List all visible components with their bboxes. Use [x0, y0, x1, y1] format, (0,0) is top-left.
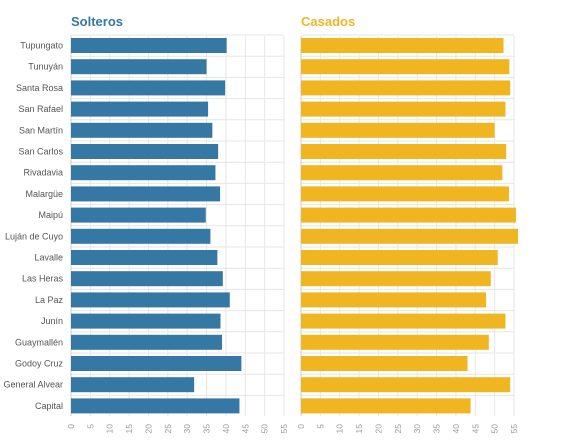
category-label-guaymallen: Guaymallén — [15, 337, 63, 347]
bar-solteros-capital — [71, 398, 240, 414]
x-tick-label: 30 — [412, 424, 422, 434]
bar-solteros-lujan-de-cuyo — [71, 228, 211, 244]
bar-solteros-tunuyan — [71, 59, 207, 75]
bar-solteros-san-rafael — [71, 101, 209, 117]
bar-casados-tunuyan — [301, 59, 510, 75]
x-tick-label: 50 — [490, 424, 500, 434]
x-tick-label: 35 — [432, 424, 442, 434]
bar-solteros-guaymallen — [71, 334, 223, 350]
bar-casados-malargue — [301, 186, 509, 202]
bar-solteros-las-heras — [71, 271, 223, 287]
category-label-godoy-cruz: Godoy Cruz — [15, 359, 64, 369]
category-label-la-paz: La Paz — [35, 295, 64, 305]
bar-casados-santa-rosa — [301, 80, 511, 96]
x-tick-label: 10 — [105, 424, 115, 434]
bar-solteros-malargue — [71, 186, 221, 202]
category-label-san-rafael: San Rafael — [18, 104, 63, 114]
x-tick-label: 45 — [470, 424, 480, 434]
category-label-lavalle: Lavalle — [34, 253, 63, 263]
bar-solteros-godoy-cruz — [71, 356, 242, 371]
x-tick-label: 15 — [124, 424, 134, 434]
bar-solteros-rivadavia — [71, 165, 216, 181]
x-tick-label: 35 — [202, 424, 212, 434]
category-label-san-martin: San Martín — [19, 125, 63, 135]
panel-solteros: Solteros 0 5 10 15 20 25 30 35 40 45 50 55 — [66, 14, 289, 433]
category-label-tupungato: Tupungato — [20, 41, 63, 51]
bar-casados-las-heras — [301, 271, 491, 287]
bar-casados-tupungato — [301, 38, 504, 53]
category-label-tunuyan: Tunuyán — [28, 62, 63, 72]
x-tick-label: 50 — [260, 424, 270, 434]
x-tick-label: 25 — [163, 424, 173, 434]
category-label-general-alvear: General Alvear — [3, 380, 63, 390]
category-label-malargue: Malargüe — [25, 189, 63, 199]
bar-solteros-san-martin — [71, 122, 213, 138]
x-tick-label: 40 — [451, 424, 461, 434]
bar-casados-maipu — [301, 207, 516, 223]
bar-casados-general-alvear — [301, 377, 511, 393]
x-tick-label: 10 — [335, 424, 345, 434]
category-label-rivadavia: Rivadavia — [23, 168, 63, 178]
bar-casados-san-carlos — [301, 144, 507, 159]
bar-casados-lavalle — [301, 250, 498, 265]
x-tick-label: 15 — [354, 424, 364, 434]
bar-solteros-junin — [71, 313, 221, 329]
bar-casados-lujan-de-cuyo — [301, 228, 518, 244]
panel-title-casados: Casados — [301, 14, 355, 29]
bar-casados-san-martin — [301, 122, 495, 138]
category-label-san-carlos: San Carlos — [18, 147, 63, 157]
category-label-lujan-de-cuyo: Luján de Cuyo — [5, 231, 63, 241]
bar-solteros-la-paz — [71, 292, 230, 308]
x-tick-label: 5 — [315, 424, 325, 429]
x-tick-label: 20 — [143, 424, 153, 434]
bar-casados-capital — [301, 398, 471, 414]
x-tick-label: 0 — [66, 424, 76, 429]
bar-solteros-lavalle — [71, 250, 218, 265]
bar-casados-la-paz — [301, 292, 487, 308]
bar-solteros-san-carlos — [71, 144, 219, 159]
category-label-capital: Capital — [35, 401, 63, 411]
x-tick-label: 0 — [296, 424, 306, 429]
category-label-santa-rosa: Santa Rosa — [16, 83, 63, 93]
x-tick-label: 30 — [182, 424, 192, 434]
bar-solteros-maipu — [71, 207, 206, 223]
x-tick-label: 55 — [509, 424, 519, 434]
bar-solteros-santa-rosa — [71, 80, 226, 96]
bar-solteros-tupungato — [71, 38, 227, 53]
panel-casados: Casados 0 5 10 15 20 25 30 35 40 45 50 55 — [296, 14, 519, 433]
x-tick-label: 45 — [240, 424, 250, 434]
bar-solteros-general-alvear — [71, 377, 195, 393]
bar-casados-guaymallen — [301, 334, 489, 350]
bar-casados-junin — [301, 313, 506, 329]
x-tick-label: 25 — [393, 424, 403, 434]
category-label-las-heras: Las Heras — [22, 274, 64, 284]
bar-casados-rivadavia — [301, 165, 503, 181]
x-tick-label: 20 — [373, 424, 383, 434]
x-tick-label: 40 — [221, 424, 231, 434]
bar-casados-san-rafael — [301, 101, 506, 117]
x-tick-label: 55 — [279, 424, 289, 434]
panel-title-solteros: Solteros — [71, 14, 123, 29]
category-label-maipu: Maipú — [38, 210, 63, 220]
category-label-junin: Junín — [41, 316, 63, 326]
bar-casados-godoy-cruz — [301, 356, 468, 371]
x-tick-label: 5 — [85, 424, 95, 429]
